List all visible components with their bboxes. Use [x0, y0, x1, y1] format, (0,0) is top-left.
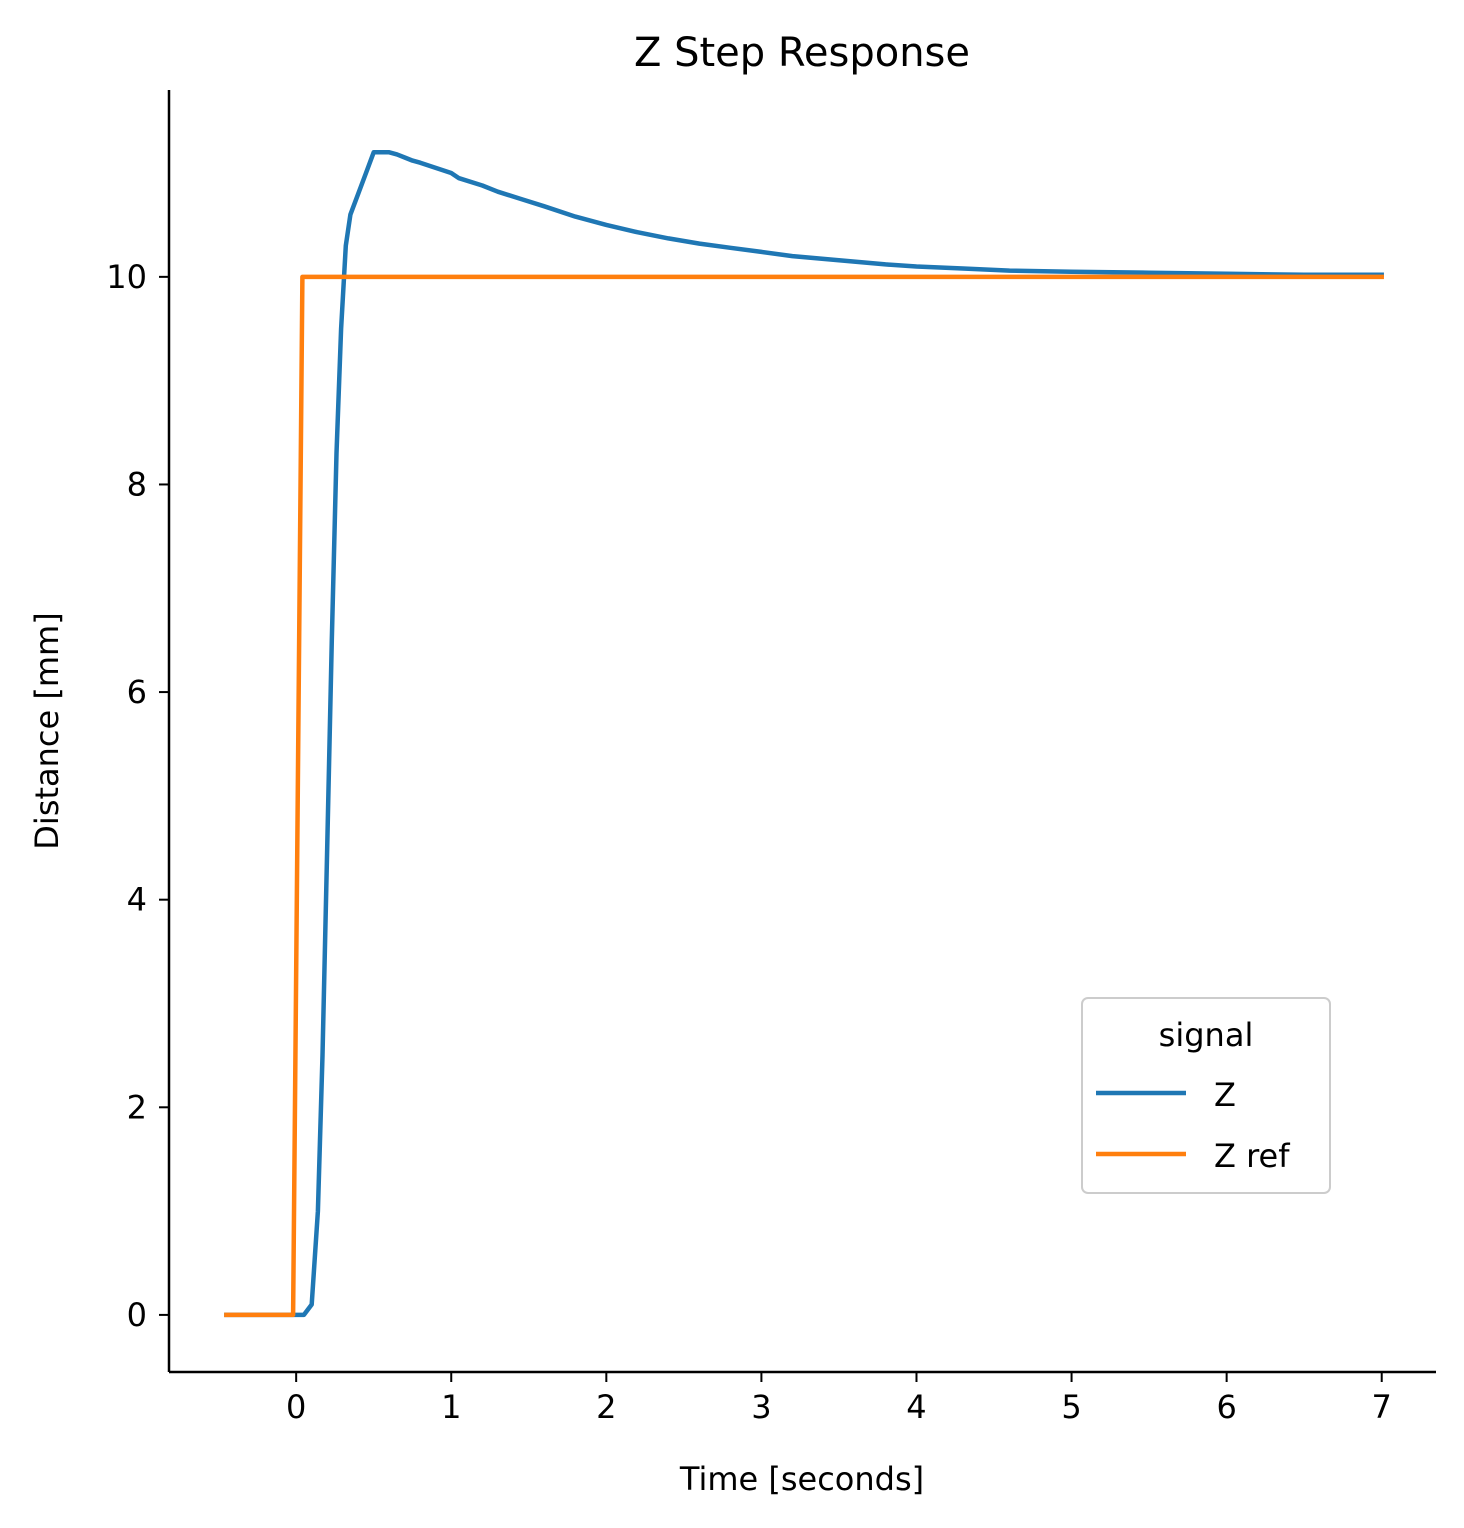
legend: signal Z Z ref: [1081, 997, 1331, 1194]
legend-label-z-ref: Z ref: [1214, 1137, 1290, 1175]
y-tick-label: 10: [106, 258, 147, 296]
x-tick-label: 3: [751, 1388, 771, 1426]
x-axis-title: Time [seconds]: [679, 1460, 924, 1498]
y-tick-label: 0: [127, 1296, 147, 1334]
x-tick-label: 1: [441, 1388, 461, 1426]
x-tick-label: 6: [1216, 1388, 1236, 1426]
series-line-z: [224, 150, 1384, 1318]
plot-area: [224, 150, 1384, 1318]
x-axis-ticks: 0 1 2 3 4 5 6 7: [286, 1372, 1392, 1426]
y-axis-title: Distance [mm]: [28, 612, 66, 849]
x-tick-label: 4: [906, 1388, 926, 1426]
x-tick-label: 2: [596, 1388, 616, 1426]
x-tick-label: 5: [1061, 1388, 1081, 1426]
y-axis-ticks: 0 2 4 6 8 10: [106, 258, 169, 1334]
x-tick-label: 7: [1372, 1388, 1392, 1426]
y-tick-label: 8: [127, 465, 147, 503]
legend-label-z: Z: [1214, 1076, 1236, 1114]
x-tick-label: 0: [286, 1388, 306, 1426]
y-tick-label: 4: [127, 881, 147, 919]
series-line-z-ref: [224, 274, 1384, 1318]
chart-title: Z Step Response: [634, 30, 970, 76]
y-tick-label: 6: [127, 673, 147, 711]
y-tick-label: 2: [127, 1088, 147, 1126]
legend-box: [1081, 997, 1331, 1194]
legend-title: signal: [1159, 1016, 1254, 1054]
